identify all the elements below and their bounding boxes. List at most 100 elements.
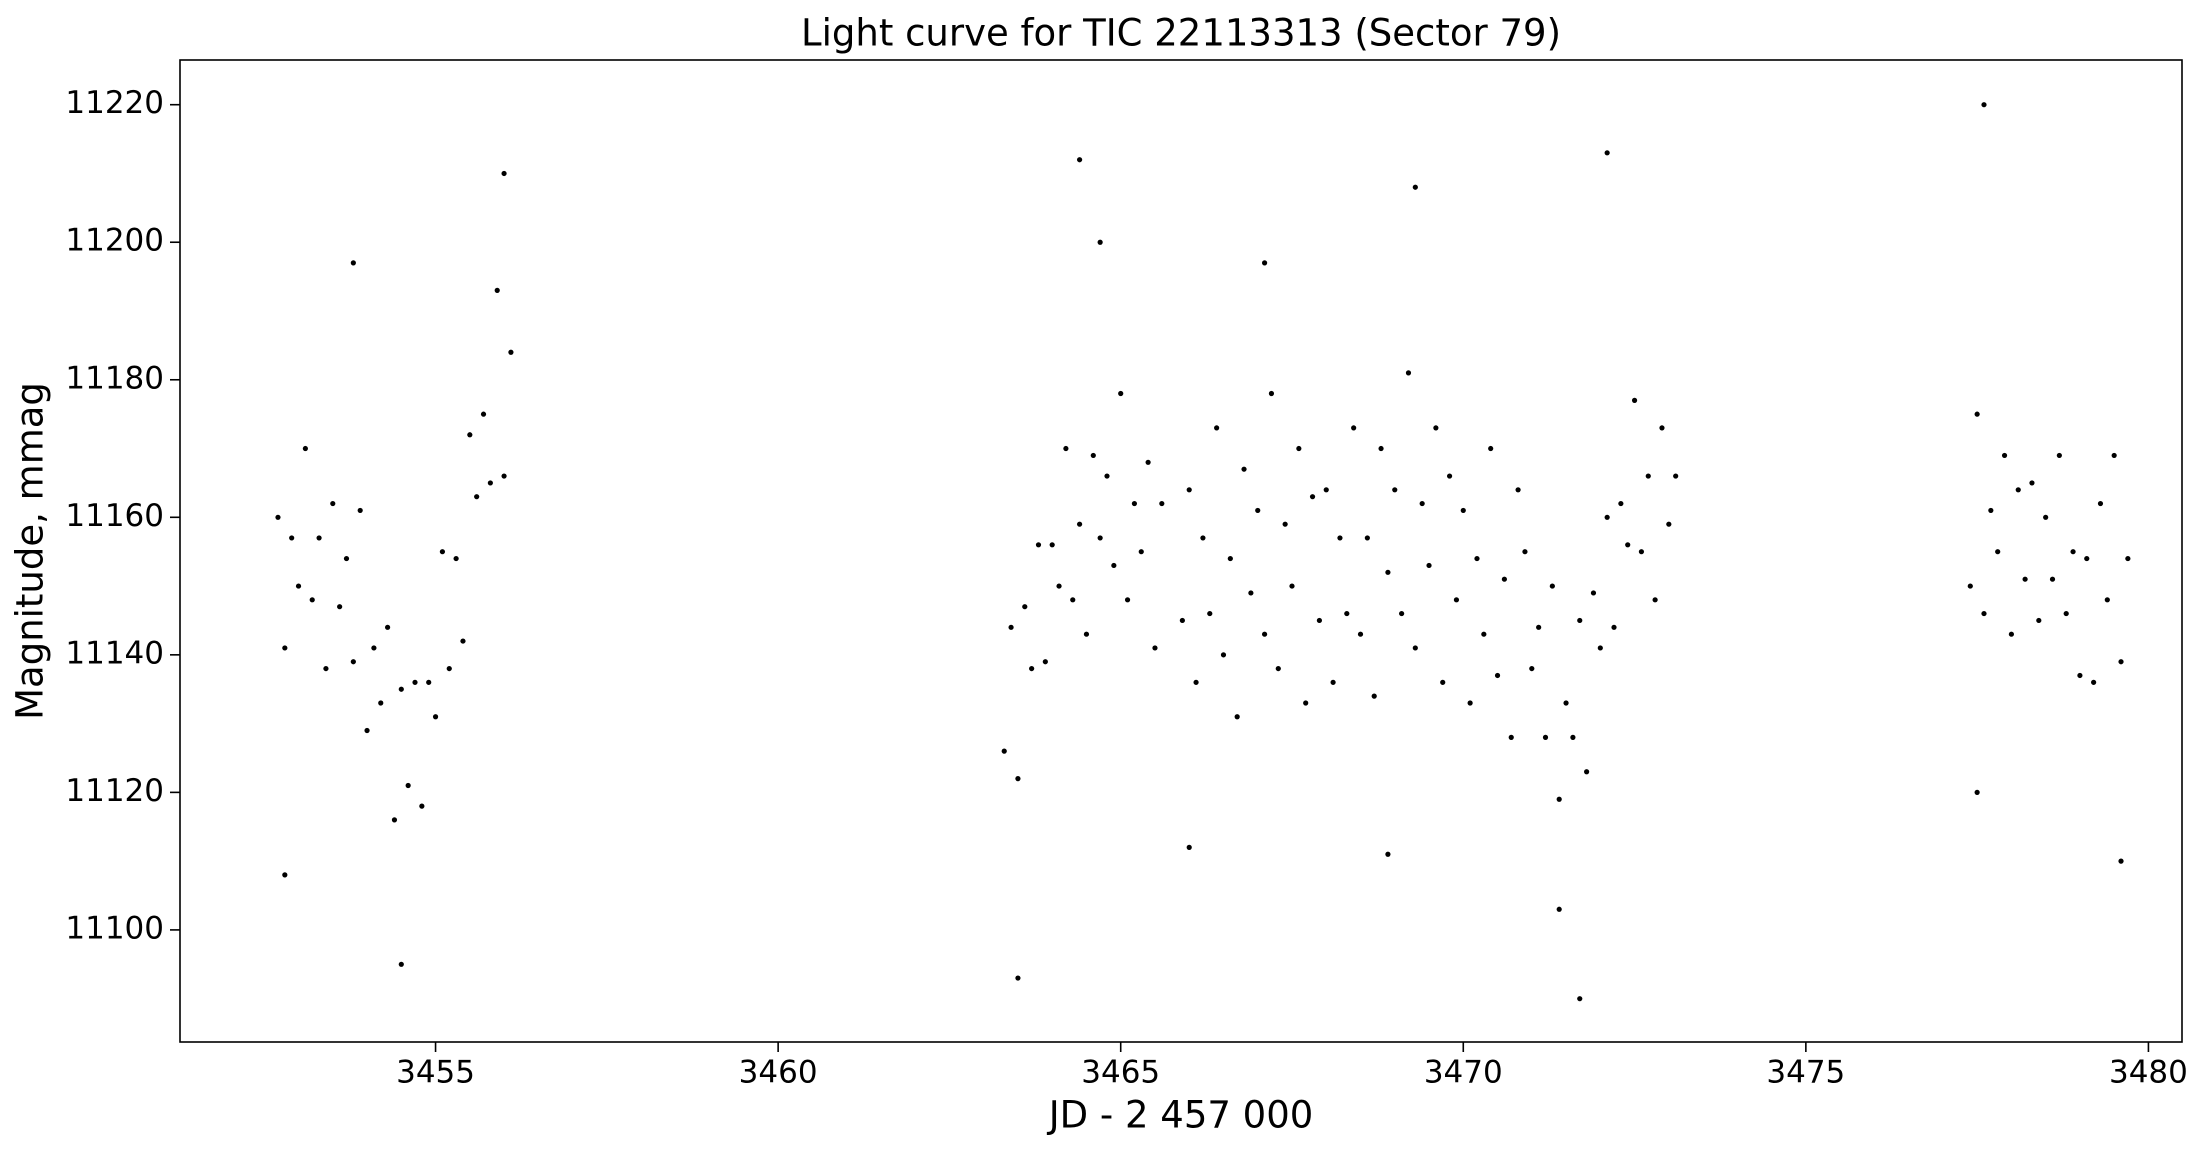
data-point xyxy=(1275,665,1281,672)
data-point xyxy=(398,686,404,692)
data-point xyxy=(1248,590,1254,596)
data-point xyxy=(1995,549,2001,555)
data-point xyxy=(2063,610,2069,617)
y-tick-label: 11160 xyxy=(65,498,164,534)
data-point xyxy=(1967,583,1973,589)
data-point xyxy=(350,659,356,665)
data-point xyxy=(1673,473,1679,479)
data-point xyxy=(1474,555,1480,562)
data-point xyxy=(1542,734,1549,740)
data-point xyxy=(2070,549,2076,555)
y-tick-label: 11140 xyxy=(65,635,164,671)
data-point xyxy=(1556,906,1562,912)
data-point xyxy=(1529,665,1535,672)
data-point xyxy=(1145,459,1151,465)
data-point xyxy=(1008,624,1014,630)
data-point xyxy=(1981,102,1987,108)
data-point xyxy=(2097,500,2104,507)
data-point xyxy=(316,535,322,541)
data-point xyxy=(1597,645,1603,651)
data-point xyxy=(508,349,514,355)
data-point xyxy=(1419,500,1425,507)
data-point xyxy=(384,624,391,630)
y-axis-label: Magnitude, mmag xyxy=(9,382,52,720)
data-point xyxy=(275,514,281,520)
data-point xyxy=(1371,693,1377,699)
data-point xyxy=(1638,549,1645,555)
data-point xyxy=(501,473,507,479)
data-point xyxy=(350,260,356,266)
data-point xyxy=(2022,576,2028,582)
data-point xyxy=(2056,452,2062,459)
data-point xyxy=(1234,714,1240,720)
data-point xyxy=(2077,672,2083,679)
data-point xyxy=(2118,659,2124,665)
data-point xyxy=(1056,583,1062,589)
data-point xyxy=(1131,500,1138,507)
data-point xyxy=(1001,748,1007,754)
y-tick-label: 11120 xyxy=(65,773,164,809)
data-point xyxy=(1261,631,1268,637)
data-point xyxy=(1351,425,1357,431)
data-point xyxy=(391,817,398,823)
data-point xyxy=(343,555,350,562)
data-point xyxy=(1974,789,1980,795)
data-point xyxy=(1344,610,1350,617)
data-point xyxy=(1015,975,1021,981)
data-point xyxy=(1426,562,1432,569)
data-point xyxy=(2084,555,2090,562)
data-point xyxy=(1035,542,1042,548)
points xyxy=(275,102,2131,1002)
data-point xyxy=(1666,521,1672,527)
data-point xyxy=(2036,617,2042,624)
x-tick-label: 3460 xyxy=(739,1055,818,1091)
data-point xyxy=(1625,542,1631,548)
data-point xyxy=(419,803,425,809)
data-point xyxy=(2008,631,2014,637)
data-point xyxy=(302,445,308,452)
x-tick-label: 3470 xyxy=(1424,1055,1503,1091)
data-point xyxy=(1618,500,1624,507)
data-point xyxy=(1467,700,1473,706)
data-point xyxy=(1659,425,1665,431)
data-point xyxy=(1604,514,1610,520)
data-point xyxy=(398,961,404,967)
data-point xyxy=(1118,390,1124,397)
data-point xyxy=(1083,631,1090,637)
data-point xyxy=(1268,390,1275,397)
data-point xyxy=(1577,996,1583,1002)
data-point xyxy=(1296,445,1302,452)
data-point xyxy=(2111,452,2117,459)
data-point xyxy=(2015,487,2021,493)
data-point xyxy=(1186,487,1192,493)
data-point xyxy=(487,480,493,486)
data-point xyxy=(1364,535,1370,541)
data-point xyxy=(1015,776,1021,782)
data-point xyxy=(1522,549,1528,555)
data-point xyxy=(1090,452,1096,459)
data-point xyxy=(1261,260,1268,266)
data-point xyxy=(1104,473,1110,479)
data-point xyxy=(1097,239,1103,245)
data-point xyxy=(1282,521,1288,527)
data-point xyxy=(467,432,473,438)
y-tick-label: 11100 xyxy=(65,910,164,946)
data-point xyxy=(1405,370,1412,376)
data-point xyxy=(432,714,439,720)
data-point xyxy=(1159,500,1165,507)
data-point xyxy=(1076,521,1083,527)
data-point xyxy=(453,555,459,562)
data-point xyxy=(1378,445,1384,452)
data-point xyxy=(1186,844,1192,850)
x-tick-label: 3465 xyxy=(1081,1055,1160,1091)
data-point xyxy=(364,727,370,734)
data-point xyxy=(1981,610,1987,617)
data-point xyxy=(501,170,507,177)
data-point xyxy=(282,645,288,651)
data-point xyxy=(446,665,452,672)
data-point xyxy=(1316,617,1322,624)
data-point xyxy=(1076,157,1083,163)
x-tick-label: 3475 xyxy=(1766,1055,1845,1091)
data-point xyxy=(1652,597,1658,603)
